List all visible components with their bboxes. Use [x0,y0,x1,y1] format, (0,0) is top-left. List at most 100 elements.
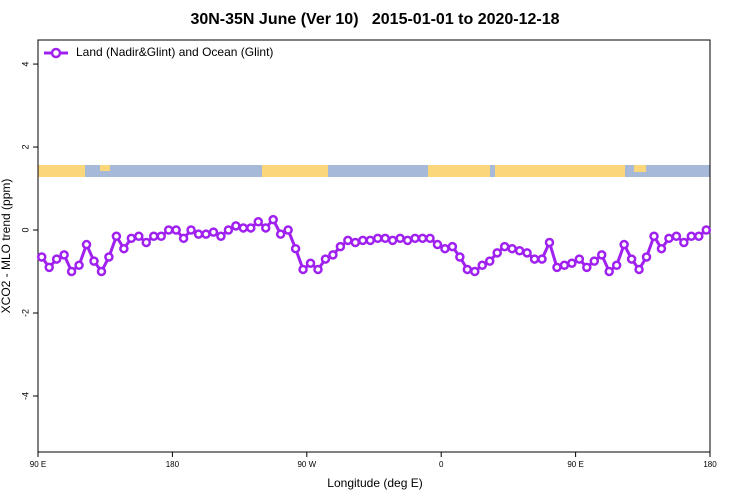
data-point [126,233,137,244]
y-tick-label: 0 [20,228,30,233]
data-point [186,225,196,235]
data-point [260,223,271,233]
data-point [380,233,390,244]
data-point [440,243,450,254]
data-point [582,262,592,273]
y-tick-label: 2 [20,145,30,150]
data-point [298,264,308,275]
data-point [455,252,465,262]
data-point [328,250,338,260]
x-tick-label: 90 W [297,460,316,469]
data-point [104,252,114,262]
data-point [36,252,47,262]
y-tick-label: -4 [20,392,30,400]
data-point [111,231,122,241]
data-point [66,266,77,277]
data-point [148,231,159,241]
data-line [40,217,708,275]
data-point [596,250,607,260]
data-point [216,231,226,241]
data-point [96,266,107,277]
data-point [589,256,600,266]
data-point [447,241,458,252]
data-point [574,254,585,264]
data-point [499,241,510,252]
data-point [671,231,682,241]
data-point [529,254,540,264]
data-point [141,237,152,248]
data-point [701,225,712,235]
data-point [365,235,376,246]
y-tick-label: 4 [20,62,30,67]
data-point [223,225,234,235]
data-point [372,233,383,244]
data-point [358,235,368,246]
y-tick-label: -2 [20,309,30,317]
data-point [634,264,644,275]
data-point [387,235,398,246]
data-point [238,223,249,233]
chart-title: 30N-35N June (Ver 10) 2015-01-01 to 2020… [190,11,559,28]
plot-frame [37,39,711,453]
data-point [537,254,547,264]
data-point [559,260,570,271]
x-tick-label: 180 [166,460,180,469]
data-point [201,229,211,239]
data-point [156,231,166,241]
data-point [313,264,323,275]
data-point [664,233,674,244]
data-point [290,243,301,254]
legend-label: Land (Nadir&Glint) and Ocean (Glint) [76,45,273,59]
x-tick-label: 0 [439,460,444,469]
data-point [626,254,637,264]
data-point [119,243,129,254]
data-point [604,266,614,277]
data-point [619,239,629,250]
data-point [305,258,316,268]
data-point [350,237,361,248]
data-point [81,239,92,250]
data-point [89,256,99,266]
data-point [679,237,689,248]
data-point [611,260,622,271]
data-point [231,221,241,231]
data-point [694,231,704,241]
data-point [484,256,495,266]
data-point [425,233,435,244]
data-point [410,233,420,244]
data-point [402,235,413,246]
x-tick-label: 90 E [30,460,46,469]
data-point [208,227,219,237]
x-axis-label: Longitude (deg E) [327,476,422,490]
data-point [283,225,293,235]
data-point [395,233,405,244]
data-point [268,214,278,225]
data-point [544,237,555,248]
data-point [507,243,517,254]
data-point [320,254,331,264]
data-point [163,225,174,235]
x-tick-label: 180 [703,460,717,469]
data-point [59,250,69,260]
data-point [514,246,525,256]
data-point [686,231,697,241]
data-point [417,233,428,244]
data-point [51,254,62,264]
data-point [492,248,502,258]
data-point [567,258,577,268]
data-point [641,252,652,262]
land-ocean-mask [38,165,710,177]
x-tick-label: 90 E [567,460,583,469]
data-point [432,239,443,250]
data-point [171,225,181,235]
data-point [477,260,488,271]
data-point [552,262,562,273]
data-point [178,233,189,244]
data-point [275,229,286,239]
data-point [134,231,144,241]
data-point [522,248,532,258]
data-point [44,262,54,273]
data-point [253,216,264,227]
data-point [246,223,256,233]
